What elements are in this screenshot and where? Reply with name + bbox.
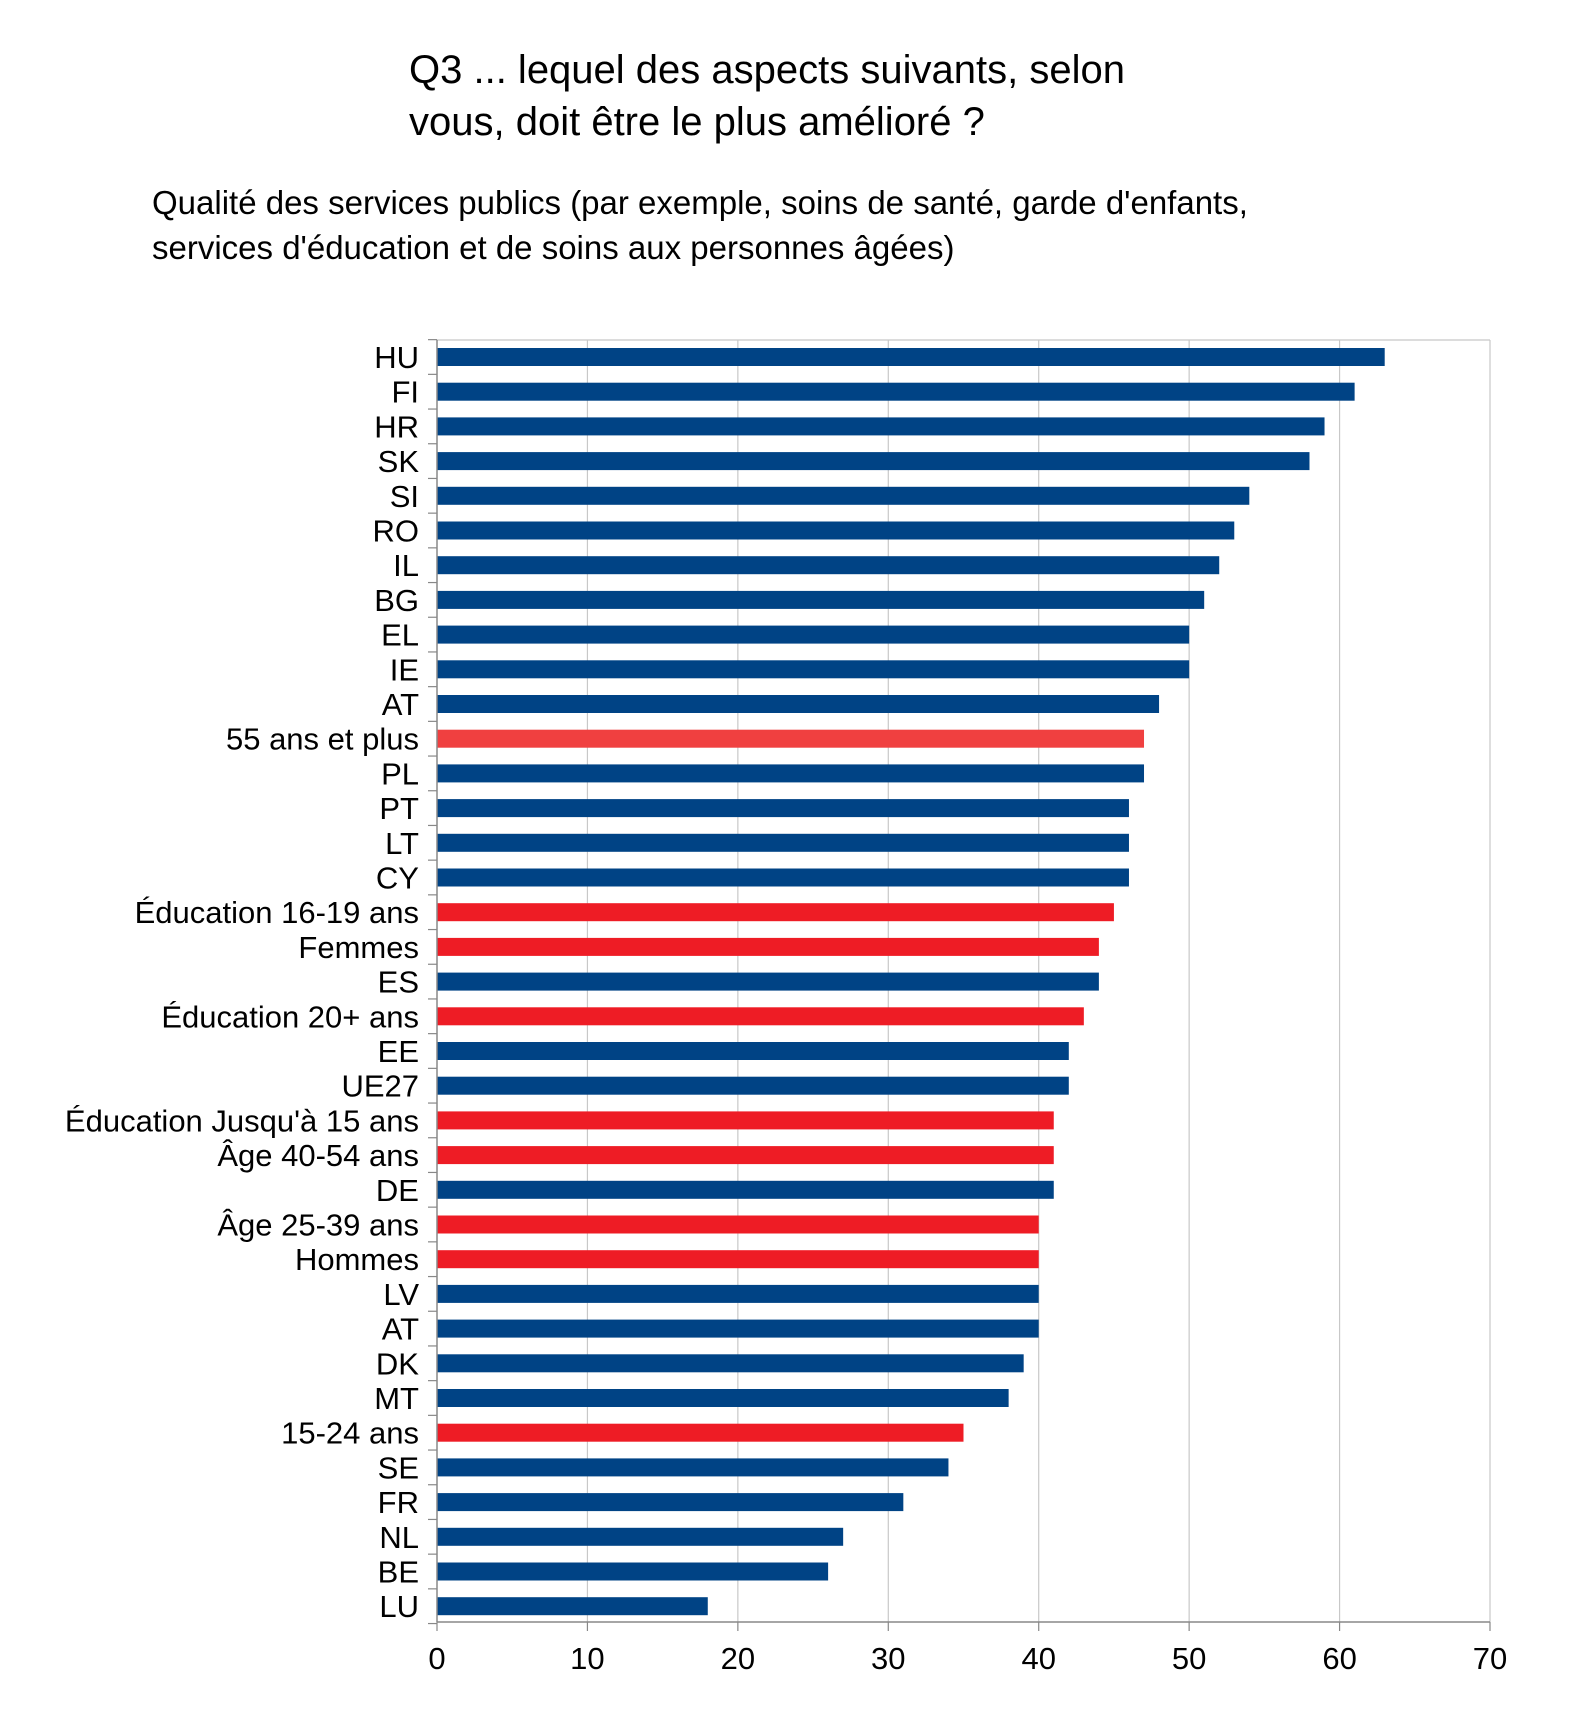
bar — [437, 1111, 1054, 1130]
category-label: FI — [391, 375, 419, 410]
category-label: HR — [374, 409, 419, 444]
bar — [437, 625, 1190, 644]
bar — [437, 660, 1190, 679]
bar — [437, 1146, 1054, 1165]
category-label: 55 ans et plus — [226, 722, 419, 757]
chart-subtitle-line-2: services d'éducation et de soins aux per… — [152, 229, 955, 266]
category-label: LU — [379, 1589, 419, 1624]
category-label: Âge 40-54 ans — [217, 1138, 419, 1173]
bar — [437, 1042, 1069, 1060]
category-label: Éducation 16-19 ans — [135, 895, 419, 930]
x-tick-label: 70 — [1473, 1641, 1507, 1676]
category-label: DK — [376, 1346, 419, 1381]
category-label: IL — [393, 548, 419, 583]
bar — [437, 1319, 1039, 1338]
bar — [437, 1180, 1054, 1199]
bar — [437, 937, 1099, 956]
category-label: LT — [385, 826, 419, 861]
chart-subtitle-line-1: Qualité des services publics (par exempl… — [152, 184, 1248, 221]
bar — [437, 1389, 1009, 1407]
x-tick-label: 40 — [1021, 1641, 1055, 1676]
bar — [437, 1562, 829, 1581]
bar — [437, 1458, 949, 1477]
category-label: ES — [378, 965, 419, 1000]
category-label: BG — [374, 583, 419, 618]
bar — [437, 348, 1385, 366]
category-label: SI — [390, 479, 419, 514]
bar — [437, 1354, 1024, 1373]
category-label: AT — [382, 1312, 419, 1347]
bar — [437, 1076, 1069, 1095]
bar — [437, 382, 1355, 401]
bar — [437, 1215, 1039, 1234]
bar — [437, 1597, 708, 1616]
x-tick-label: 30 — [871, 1641, 905, 1676]
category-label: SK — [378, 444, 420, 479]
category-label: Éducation Jusqu'à 15 ans — [65, 1103, 419, 1138]
category-label: NL — [379, 1520, 419, 1555]
bar — [437, 417, 1325, 436]
category-label: PT — [379, 791, 419, 826]
category-label: CY — [376, 861, 419, 896]
bar — [437, 1493, 904, 1512]
bar — [437, 452, 1310, 471]
category-label: EE — [378, 1034, 419, 1069]
bar — [437, 868, 1129, 887]
category-label: IE — [390, 652, 419, 687]
x-tick-label: 0 — [428, 1641, 445, 1676]
x-tick-label: 60 — [1322, 1641, 1356, 1676]
bar — [437, 521, 1235, 540]
bar — [437, 1250, 1039, 1269]
bar — [437, 903, 1114, 922]
bar — [437, 1527, 844, 1546]
chart-title: Q3 ... lequel des aspects suivants, selo… — [409, 44, 1409, 148]
category-label: LV — [383, 1277, 419, 1312]
x-tick-label: 10 — [570, 1641, 604, 1676]
bar — [437, 729, 1145, 748]
bar — [437, 1423, 964, 1442]
category-label: RO — [373, 514, 420, 549]
category-label: SE — [378, 1450, 419, 1485]
category-label: AT — [382, 687, 419, 722]
chart-title-line-1: Q3 ... lequel des aspects suivants, selo… — [409, 48, 1125, 92]
bar — [437, 799, 1129, 818]
category-label: Hommes — [295, 1242, 419, 1277]
category-label: EL — [381, 618, 419, 653]
category-label: BE — [378, 1555, 419, 1590]
category-label: Âge 25-39 ans — [217, 1208, 419, 1243]
category-label: MT — [374, 1381, 419, 1416]
bar — [437, 1007, 1084, 1026]
bar — [437, 556, 1220, 575]
bar — [437, 833, 1129, 852]
bar — [437, 695, 1160, 713]
category-label: Femmes — [298, 930, 419, 965]
bar — [437, 764, 1145, 783]
x-tick-label: 20 — [721, 1641, 755, 1676]
bar — [437, 1284, 1039, 1303]
category-label: 15-24 ans — [281, 1416, 419, 1451]
chart-title-line-2: vous, doit être le plus amélioré ? — [409, 100, 985, 144]
category-label: UE27 — [341, 1069, 419, 1104]
category-label: Éducation 20+ ans — [161, 999, 419, 1034]
category-label: DE — [376, 1173, 419, 1208]
category-label: HU — [374, 340, 419, 375]
bar — [437, 590, 1205, 609]
bar — [437, 972, 1099, 991]
category-label: PL — [381, 756, 419, 791]
chart-subtitle: Qualité des services publics (par exempl… — [152, 180, 1552, 270]
x-tick-label: 50 — [1172, 1641, 1206, 1676]
category-label: FR — [378, 1485, 419, 1520]
bar — [437, 486, 1250, 505]
